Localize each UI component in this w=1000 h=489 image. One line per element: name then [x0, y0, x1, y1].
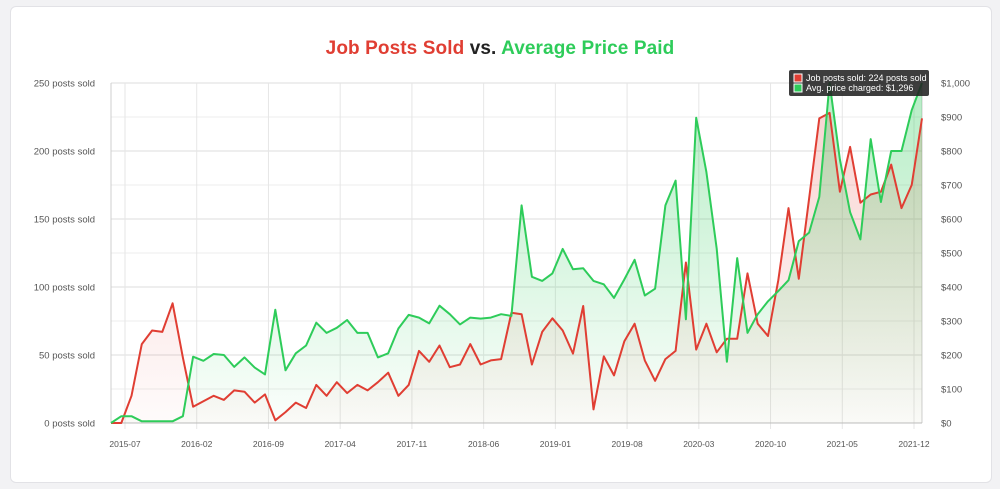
y-right-tick-label: $800	[941, 147, 962, 158]
title-series-price: Average Price Paid	[501, 38, 675, 59]
x-tick-label: 2021-12	[898, 439, 929, 449]
y-right-tick-label: $600	[941, 215, 962, 226]
y-right-tick-label: $1,000	[941, 79, 970, 90]
tooltip-line-price: Avg. price charged: $1,296	[806, 83, 913, 93]
x-tick-label: 2017-04	[325, 439, 356, 449]
x-tick-label: 2016-09	[253, 439, 284, 449]
x-axis: 2015-07 2016-02 2016-09 2017-04 2017-11 2018-…	[109, 439, 929, 449]
y-left-tick-label: 50 posts sold	[39, 351, 95, 362]
x-tick-label: 2015-07	[109, 439, 140, 449]
series-line-posts[interactable]	[111, 111, 923, 424]
tooltip-swatch-posts	[793, 73, 803, 83]
x-tick-label: 2019-08	[611, 439, 642, 449]
y-left-tick-label: 0 posts sold	[44, 419, 95, 430]
y-right-tick-label: $100	[941, 385, 962, 396]
x-tick-label: 2018-06	[468, 439, 499, 449]
x-tick-label: 2020-10	[755, 439, 786, 449]
tooltip-background	[789, 70, 929, 96]
y-left-tick-label: 200 posts sold	[34, 147, 95, 158]
tooltip-swatch-price	[793, 83, 803, 93]
y-right-tick-label: $300	[941, 317, 962, 328]
series-lines[interactable]	[110, 82, 923, 424]
tooltip-line-posts: Job posts sold: 224 posts sold	[806, 73, 927, 83]
chart-title: Job Posts Sold vs. Average Price Paid	[0, 38, 1000, 60]
y-left-tick-label: 250 posts sold	[34, 79, 95, 90]
series-area-price	[111, 83, 922, 423]
series-areas	[111, 83, 922, 424]
x-tick-label: 2019-01	[540, 439, 571, 449]
y-axis-right: $0 $100 $200 $300 $400 $500 $600 $700 $800 $900 $1…	[941, 79, 970, 430]
y-left-tick-label: 100 posts sold	[34, 283, 95, 294]
y-right-tick-label: $200	[941, 351, 962, 362]
y-right-tick-label: $0	[941, 419, 952, 430]
y-right-tick-label: $900	[941, 113, 962, 124]
x-tick-label: 2017-11	[397, 439, 428, 449]
y-right-tick-label: $400	[941, 283, 962, 294]
y-left-tick-label: 150 posts sold	[34, 215, 95, 226]
y-right-tick-label: $500	[941, 249, 962, 260]
y-axis-left: 0 posts sold 50 posts sold 100 posts sold 1…	[34, 79, 95, 430]
x-tick-label: 2021-05	[827, 439, 858, 449]
tooltip: Job posts sold: 224 posts sold Avg. pric…	[789, 70, 929, 96]
x-tick-label: 2016-02	[181, 439, 212, 449]
title-vs: vs.	[469, 38, 497, 59]
title-series-posts: Job Posts Sold	[325, 38, 465, 59]
x-tick-label: 2020-03	[683, 439, 714, 449]
series-line-price[interactable]	[110, 82, 923, 424]
y-right-tick-label: $700	[941, 181, 962, 192]
